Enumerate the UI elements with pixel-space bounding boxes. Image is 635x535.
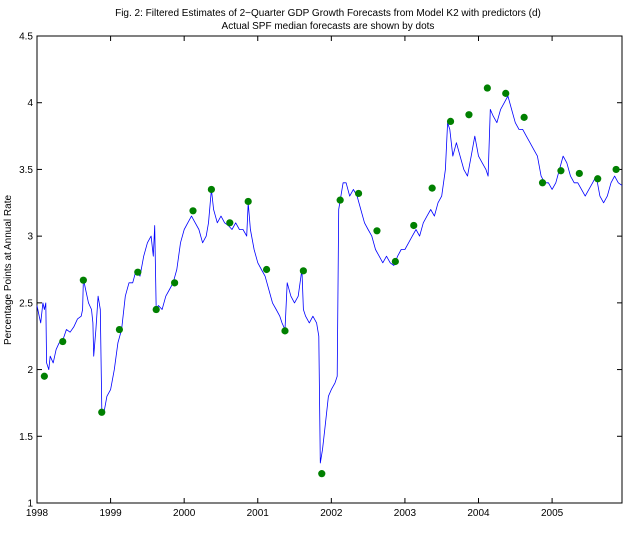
spf-dot-28 <box>557 167 565 175</box>
x-tick-label-7: 2005 <box>541 508 564 519</box>
spf-dot-30 <box>594 175 602 183</box>
x-tick-label-6: 2004 <box>467 508 490 519</box>
spf-dot-26 <box>520 113 528 121</box>
chart-title: Fig. 2: Filtered Estimates of 2−Quarter … <box>115 8 541 19</box>
x-tick-label-5: 2003 <box>394 508 417 519</box>
y-tick-label-7: 4.5 <box>19 32 33 43</box>
spf-dot-8 <box>189 207 197 215</box>
spf-dot-22 <box>446 117 455 125</box>
y-tick-label-6: 4 <box>27 98 33 109</box>
spf-dot-13 <box>281 327 289 335</box>
plot-area <box>36 35 623 504</box>
y-axis-label: Percentage Points at Annual Rate <box>3 195 14 346</box>
spf-dot-2 <box>79 276 87 284</box>
spf-dot-31 <box>612 165 620 174</box>
spf-dot-7 <box>171 279 179 287</box>
chart-subtitle: Actual SPF median forecasts are shown by… <box>222 21 435 32</box>
x-tick-label-4: 2002 <box>320 508 343 519</box>
y-tick-label-0: 1 <box>27 499 33 510</box>
spf-dot-1 <box>59 337 67 346</box>
spf-dot-12 <box>262 265 271 274</box>
spf-dot-20 <box>410 221 418 230</box>
spf-dot-24 <box>483 84 491 92</box>
y-tick-label-2: 2 <box>27 365 33 376</box>
spf-dot-15 <box>318 470 326 478</box>
y-tick-label-3: 2.5 <box>19 298 33 309</box>
spf-dot-18 <box>373 227 381 235</box>
spf-dot-0 <box>40 372 48 380</box>
forecast-line <box>36 95 623 464</box>
spf-dots-layer <box>40 84 620 478</box>
spf-dot-4 <box>115 325 124 334</box>
spf-dot-19 <box>391 257 399 266</box>
axis-ticks: 1998 1999 2000 2001 2002 2003 2004 2005 1 1.5 2 2.5… <box>19 32 622 519</box>
y-tick-label-4: 3 <box>27 232 33 243</box>
spf-dot-3 <box>98 408 106 416</box>
spf-dot-16 <box>336 196 344 204</box>
spf-dot-14 <box>299 267 307 275</box>
x-tick-label-3: 2001 <box>247 508 270 519</box>
x-tick-label-1: 1999 <box>99 508 122 519</box>
x-tick-label-2: 2000 <box>173 508 196 519</box>
spf-dot-6 <box>152 305 160 314</box>
spf-dot-25 <box>502 89 510 97</box>
forecast-line-layer <box>36 95 623 464</box>
spf-dot-29 <box>575 169 583 178</box>
spf-dot-5 <box>134 268 142 276</box>
spf-dot-27 <box>538 179 547 187</box>
spf-dot-21 <box>428 184 436 192</box>
y-tick-label-5: 3.5 <box>19 165 33 176</box>
spf-dot-11 <box>244 197 252 206</box>
spf-dot-9 <box>207 185 215 194</box>
spf-dot-10 <box>226 219 234 227</box>
x-tick-label-0: 1998 <box>26 508 49 519</box>
spf-dot-23 <box>465 111 473 119</box>
spf-dot-17 <box>354 189 363 198</box>
y-tick-label-1: 1.5 <box>19 432 33 443</box>
